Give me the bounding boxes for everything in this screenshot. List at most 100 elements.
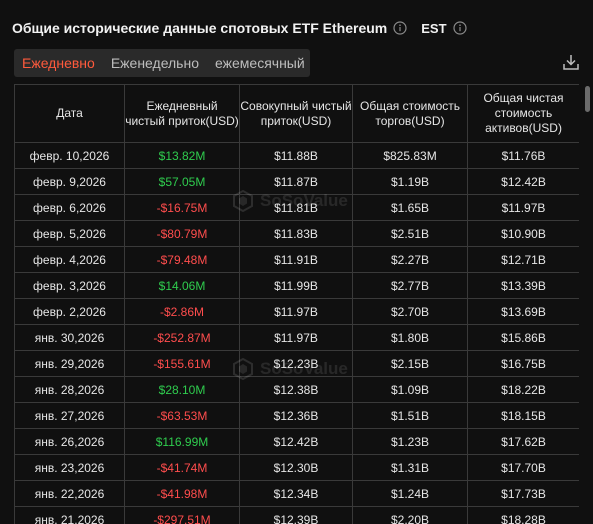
table-row: янв. 30,2026-$252.87M$11.97B$1.80B$15.86… xyxy=(15,325,580,351)
table-row: февр. 10,2026$13.82M$11.88B$825.83M$11.7… xyxy=(15,143,580,169)
daily-inflow-cell: $57.05M xyxy=(125,169,240,195)
cumulative-inflow-cell: $11.91B xyxy=(240,247,353,273)
history-table: Дата Ежедневный чистый приток(USD) Совок… xyxy=(14,84,579,524)
scrollbar-thumb[interactable] xyxy=(585,86,590,112)
info-icon[interactable] xyxy=(393,21,407,35)
net-assets-cell: $18.28B xyxy=(468,507,580,524)
table-row: янв. 27,2026-$63.53M$12.36B$1.51B$18.15B xyxy=(15,403,580,429)
column-header-date[interactable]: Дата xyxy=(15,85,125,143)
date-cell: февр. 9,2026 xyxy=(15,169,125,195)
trading-value-cell: $1.23B xyxy=(353,429,468,455)
cumulative-inflow-cell: $12.38B xyxy=(240,377,353,403)
column-header-daily-inflow[interactable]: Ежедневный чистый приток(USD) xyxy=(125,85,240,143)
daily-inflow-cell: -$80.79M xyxy=(125,221,240,247)
net-assets-cell: $13.39B xyxy=(468,273,580,299)
trading-value-cell: $1.19B xyxy=(353,169,468,195)
net-assets-cell: $12.42B xyxy=(468,169,580,195)
daily-inflow-cell: -$79.48M xyxy=(125,247,240,273)
cumulative-inflow-cell: $11.88B xyxy=(240,143,353,169)
tab-daily[interactable]: Ежедневно xyxy=(14,55,103,71)
net-assets-cell: $11.97B xyxy=(468,195,580,221)
trading-value-cell: $2.70B xyxy=(353,299,468,325)
daily-inflow-cell: -$155.61M xyxy=(125,351,240,377)
date-cell: февр. 2,2026 xyxy=(15,299,125,325)
date-cell: янв. 21,2026 xyxy=(15,507,125,524)
daily-inflow-cell: $116.99M xyxy=(125,429,240,455)
timezone-info-icon[interactable] xyxy=(453,21,467,35)
cumulative-inflow-cell: $11.97B xyxy=(240,325,353,351)
net-assets-cell: $16.75B xyxy=(468,351,580,377)
date-cell: янв. 28,2026 xyxy=(15,377,125,403)
daily-inflow-cell: $14.06M xyxy=(125,273,240,299)
net-assets-cell: $10.90B xyxy=(468,221,580,247)
cumulative-inflow-cell: $12.36B xyxy=(240,403,353,429)
tab-weekly[interactable]: Еженедельно xyxy=(103,55,207,71)
table-row: февр. 2,2026-$2.86M$11.97B$2.70B$13.69B xyxy=(15,299,580,325)
net-assets-cell: $17.62B xyxy=(468,429,580,455)
tab-monthly[interactable]: ежемесячный xyxy=(207,55,313,71)
trading-value-cell: $825.83M xyxy=(353,143,468,169)
trading-value-cell: $1.24B xyxy=(353,481,468,507)
history-table-container[interactable]: Дата Ежедневный чистый приток(USD) Совок… xyxy=(14,84,579,524)
net-assets-cell: $13.69B xyxy=(468,299,580,325)
daily-inflow-cell: -$297.51M xyxy=(125,507,240,524)
trading-value-cell: $1.51B xyxy=(353,403,468,429)
date-cell: янв. 27,2026 xyxy=(15,403,125,429)
table-row: янв. 29,2026-$155.61M$12.23B$2.15B$16.75… xyxy=(15,351,580,377)
trading-value-cell: $1.31B xyxy=(353,455,468,481)
column-header-cumulative-inflow[interactable]: Совокупный чистый приток(USD) xyxy=(240,85,353,143)
daily-inflow-cell: -$2.86M xyxy=(125,299,240,325)
cumulative-inflow-cell: $12.34B xyxy=(240,481,353,507)
date-cell: февр. 6,2026 xyxy=(15,195,125,221)
net-assets-cell: $18.22B xyxy=(468,377,580,403)
trading-value-cell: $1.65B xyxy=(353,195,468,221)
net-assets-cell: $15.86B xyxy=(468,325,580,351)
daily-inflow-cell: -$41.98M xyxy=(125,481,240,507)
cumulative-inflow-cell: $12.30B xyxy=(240,455,353,481)
table-row: янв. 22,2026-$41.98M$12.34B$1.24B$17.73B xyxy=(15,481,580,507)
daily-inflow-cell: -$16.75M xyxy=(125,195,240,221)
trading-value-cell: $2.27B xyxy=(353,247,468,273)
download-icon[interactable] xyxy=(562,53,580,71)
table-row: февр. 3,2026$14.06M$11.99B$2.77B$13.39B xyxy=(15,273,580,299)
timezone-label: EST xyxy=(421,21,446,36)
page-header: Общие исторические данные спотовых ETF E… xyxy=(12,14,467,42)
column-header-trading-value[interactable]: Общая стоимость торгов(USD) xyxy=(353,85,468,143)
cumulative-inflow-cell: $12.42B xyxy=(240,429,353,455)
trading-value-cell: $2.20B xyxy=(353,507,468,524)
daily-inflow-cell: -$63.53M xyxy=(125,403,240,429)
net-assets-cell: $17.73B xyxy=(468,481,580,507)
table-row: янв. 26,2026$116.99M$12.42B$1.23B$17.62B xyxy=(15,429,580,455)
table-row: янв. 23,2026-$41.74M$12.30B$1.31B$17.70B xyxy=(15,455,580,481)
date-cell: янв. 30,2026 xyxy=(15,325,125,351)
date-cell: янв. 23,2026 xyxy=(15,455,125,481)
net-assets-cell: $17.70B xyxy=(468,455,580,481)
daily-inflow-cell: $13.82M xyxy=(125,143,240,169)
table-header-row: Дата Ежедневный чистый приток(USD) Совок… xyxy=(15,85,580,143)
page-title: Общие исторические данные спотовых ETF E… xyxy=(12,20,387,36)
net-assets-cell: $12.71B xyxy=(468,247,580,273)
column-header-net-assets[interactable]: Общая чистая стоимость активов(USD) xyxy=(468,85,580,143)
trading-value-cell: $1.80B xyxy=(353,325,468,351)
table-row: февр. 6,2026-$16.75M$11.81B$1.65B$11.97B xyxy=(15,195,580,221)
table-row: февр. 9,2026$57.05M$11.87B$1.19B$12.42B xyxy=(15,169,580,195)
trading-value-cell: $1.09B xyxy=(353,377,468,403)
date-cell: февр. 4,2026 xyxy=(15,247,125,273)
table-row: янв. 28,2026$28.10M$12.38B$1.09B$18.22B xyxy=(15,377,580,403)
date-cell: февр. 5,2026 xyxy=(15,221,125,247)
cumulative-inflow-cell: $12.39B xyxy=(240,507,353,524)
daily-inflow-cell: $28.10M xyxy=(125,377,240,403)
period-tabs: Ежедневно Еженедельно ежемесячный xyxy=(14,49,310,77)
daily-inflow-cell: -$41.74M xyxy=(125,455,240,481)
cumulative-inflow-cell: $11.87B xyxy=(240,169,353,195)
date-cell: февр. 10,2026 xyxy=(15,143,125,169)
net-assets-cell: $11.76B xyxy=(468,143,580,169)
table-row: янв. 21,2026-$297.51M$12.39B$2.20B$18.28… xyxy=(15,507,580,524)
date-cell: янв. 29,2026 xyxy=(15,351,125,377)
table-row: февр. 4,2026-$79.48M$11.91B$2.27B$12.71B xyxy=(15,247,580,273)
trading-value-cell: $2.77B xyxy=(353,273,468,299)
net-assets-cell: $18.15B xyxy=(468,403,580,429)
cumulative-inflow-cell: $11.97B xyxy=(240,299,353,325)
trading-value-cell: $2.51B xyxy=(353,221,468,247)
date-cell: февр. 3,2026 xyxy=(15,273,125,299)
